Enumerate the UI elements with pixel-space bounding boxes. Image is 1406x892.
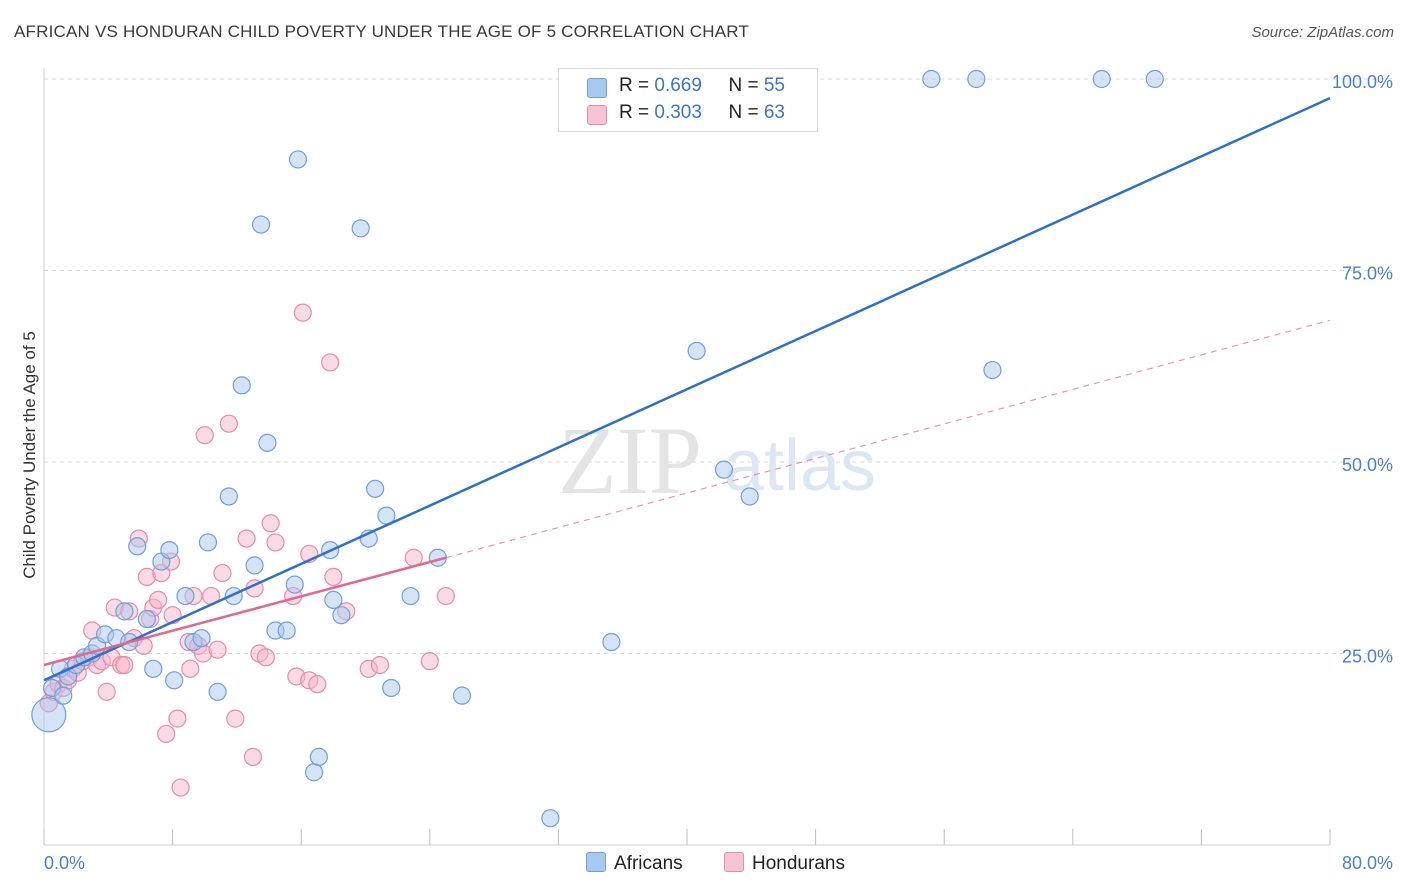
legend-n-label: N =: [728, 102, 764, 123]
african-point: [922, 69, 941, 89]
african-point: [541, 809, 560, 828]
african-point: [452, 686, 472, 705]
legend-n-value: 55: [763, 75, 785, 96]
african-point: [245, 556, 264, 575]
hondurans-trend-extension: [445, 319, 1331, 559]
africans-swatch: [587, 78, 607, 98]
honduran-point: [370, 655, 390, 675]
trend-lines: [43, 97, 1331, 682]
honduran-point: [237, 529, 256, 548]
honduran-point: [213, 563, 232, 583]
african-point: [401, 586, 420, 606]
y-axis-label: Child Poverty Under the Age of 5: [20, 331, 39, 579]
y-tick-label: 50.0%: [1342, 455, 1393, 475]
africans-legend-icon: [586, 852, 606, 872]
african-point: [382, 678, 401, 698]
african-point: [304, 763, 324, 782]
african-point: [285, 575, 304, 594]
x-tick-label: 0.0%: [44, 853, 85, 873]
africans-trend-line: [43, 97, 1331, 682]
hondurans-trend-line: [43, 556, 447, 667]
african-point: [251, 215, 271, 234]
x-tick-label: 80.0%: [1342, 853, 1393, 873]
african-point: [219, 487, 238, 506]
african-point: [602, 632, 621, 652]
honduran-point: [243, 747, 263, 767]
legend-r-label: R =: [619, 75, 655, 96]
african-point: [165, 671, 184, 690]
african-point: [288, 150, 308, 169]
african-point: [176, 586, 195, 606]
honduran-point: [168, 709, 187, 728]
african-point: [740, 487, 759, 506]
african-point: [198, 533, 218, 552]
african-point: [160, 540, 179, 560]
legend-r-value: 0.303: [654, 102, 702, 123]
african-point: [714, 460, 734, 479]
source-label: Source: ZipAtlas.com: [1251, 24, 1394, 41]
african-point: [366, 479, 385, 498]
y-tick-label: 75.0%: [1342, 264, 1393, 284]
watermark-zip: ZIP: [558, 407, 702, 514]
african-point: [258, 433, 277, 452]
african-point: [277, 621, 296, 640]
honduran-point: [115, 655, 134, 675]
honduran-point: [171, 778, 190, 797]
african-point: [208, 682, 227, 701]
hondurans-points: [39, 303, 455, 797]
hondurans-swatch: [587, 105, 607, 125]
bottom-legend-hondurans[interactable]: Hondurans: [724, 852, 845, 875]
african-point: [144, 659, 163, 678]
honduran-point: [149, 590, 168, 609]
honduran-point: [208, 640, 227, 659]
honduran-point: [321, 353, 340, 372]
african-point: [232, 376, 251, 395]
chart-title: AFRICAN VS HONDURAN CHILD POVERTY UNDER …: [14, 22, 750, 41]
tick-labels: 25.0% 50.0% 75.0% 100.0% 0.0% 80.0%: [44, 72, 1393, 873]
honduran-point: [226, 709, 245, 728]
african-point: [1145, 69, 1164, 89]
legend-r-label: R =: [619, 102, 655, 123]
african-point: [332, 606, 351, 625]
african-point: [687, 341, 706, 361]
africans-points: [31, 69, 1164, 828]
bottom-legend-africans[interactable]: Africans: [586, 852, 683, 875]
african-point: [967, 69, 986, 89]
honduran-point: [261, 514, 280, 533]
african-point: [54, 686, 73, 705]
watermark: ZIP atlas: [558, 407, 876, 514]
y-tick-label: 25.0%: [1342, 647, 1393, 667]
african-point: [31, 697, 67, 733]
honduran-point: [436, 586, 455, 606]
y-tick-label: 100.0%: [1332, 72, 1393, 92]
legend-n-label: N =: [728, 75, 764, 96]
legend-n-value: 63: [763, 102, 785, 123]
correlation-legend: R = 0.669 N = 55 R = 0.303 N = 63: [558, 68, 818, 132]
honduran-point: [308, 675, 327, 694]
african-point: [1092, 69, 1111, 89]
african-point: [192, 629, 211, 648]
honduran-point: [195, 426, 214, 445]
legend-r-value: 0.669: [654, 75, 702, 96]
honduran-point: [157, 724, 176, 744]
african-point: [137, 609, 156, 629]
honduran-point: [266, 533, 285, 552]
honduran-point: [97, 682, 116, 701]
honduran-point: [420, 652, 439, 671]
honduran-point: [219, 414, 238, 433]
honduran-point: [181, 659, 200, 678]
honduran-point: [293, 303, 312, 322]
africans-legend-label: Africans: [614, 853, 683, 874]
african-point: [128, 537, 147, 556]
african-point: [983, 360, 1002, 380]
honduran-point: [324, 567, 343, 587]
african-point: [115, 602, 134, 621]
african-point: [351, 219, 370, 238]
hondurans-legend-label: Hondurans: [752, 853, 845, 874]
african-point: [309, 747, 328, 767]
hondurans-legend-icon: [724, 852, 744, 872]
african-point: [324, 590, 343, 609]
honduran-point: [256, 648, 275, 667]
